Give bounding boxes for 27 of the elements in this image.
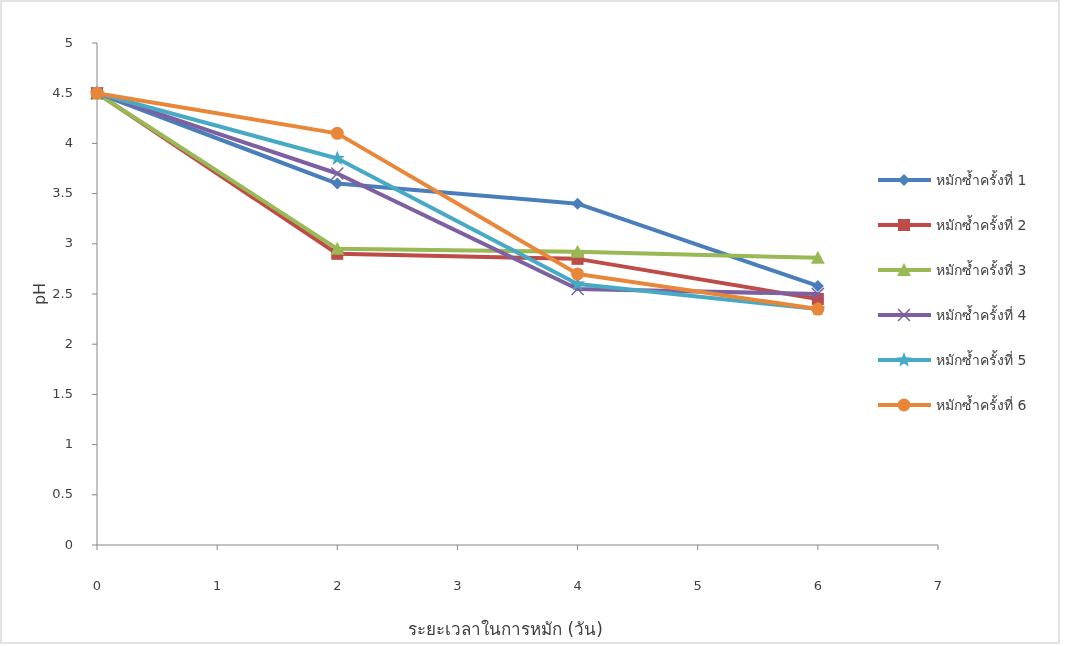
- legend-label: หมักซ้ำครั้งที่ 1: [936, 170, 1027, 188]
- y-tick-label: 5: [64, 34, 73, 50]
- y-tick-label: 0.5: [52, 486, 73, 502]
- x-tick-label: 2: [333, 577, 342, 593]
- y-tick-label: 4: [64, 134, 73, 150]
- x-tick-label: 0: [92, 577, 102, 593]
- x-tick-label: 4: [573, 577, 582, 593]
- y-tick-label: 4.5: [52, 84, 73, 100]
- x-tick-label: 5: [693, 577, 702, 593]
- legend-label: หมักซ้ำครั้งที่ 3: [936, 260, 1027, 278]
- y-tick-label: 2: [64, 335, 73, 351]
- y-tick-label: 1: [64, 436, 73, 452]
- y-axis-title: pH: [29, 282, 49, 306]
- x-tick-label: 6: [813, 577, 822, 593]
- legend-label: หมักซ้ำครั้งที่ 6: [936, 395, 1027, 413]
- y-tick-label: 1.5: [52, 385, 73, 401]
- legend-label: หมักซ้ำครั้งที่ 2: [936, 215, 1027, 233]
- y-tick-label: 2.5: [52, 285, 73, 301]
- x-tick-label: 7: [933, 577, 943, 593]
- x-axis-title: ระยะเวลาในการหมัก (วัน): [408, 619, 603, 639]
- y-tick-label: 3.5: [52, 185, 73, 201]
- x-tick-label: 1: [213, 577, 222, 593]
- x-tick-label: 3: [453, 577, 462, 593]
- y-tick-label: 3: [64, 235, 73, 251]
- y-tick-label: 0: [64, 536, 73, 552]
- legend-label: หมักซ้ำครั้งที่ 4: [936, 305, 1027, 323]
- legend-label: หมักซ้ำครั้งที่ 5: [936, 350, 1027, 368]
